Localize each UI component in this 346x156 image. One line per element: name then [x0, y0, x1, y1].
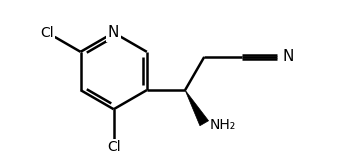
Text: N: N [108, 25, 119, 40]
Polygon shape [185, 90, 209, 126]
Text: Cl: Cl [107, 141, 120, 154]
Text: Cl: Cl [40, 26, 54, 40]
Text: NH₂: NH₂ [210, 118, 236, 132]
Text: N: N [283, 49, 294, 64]
